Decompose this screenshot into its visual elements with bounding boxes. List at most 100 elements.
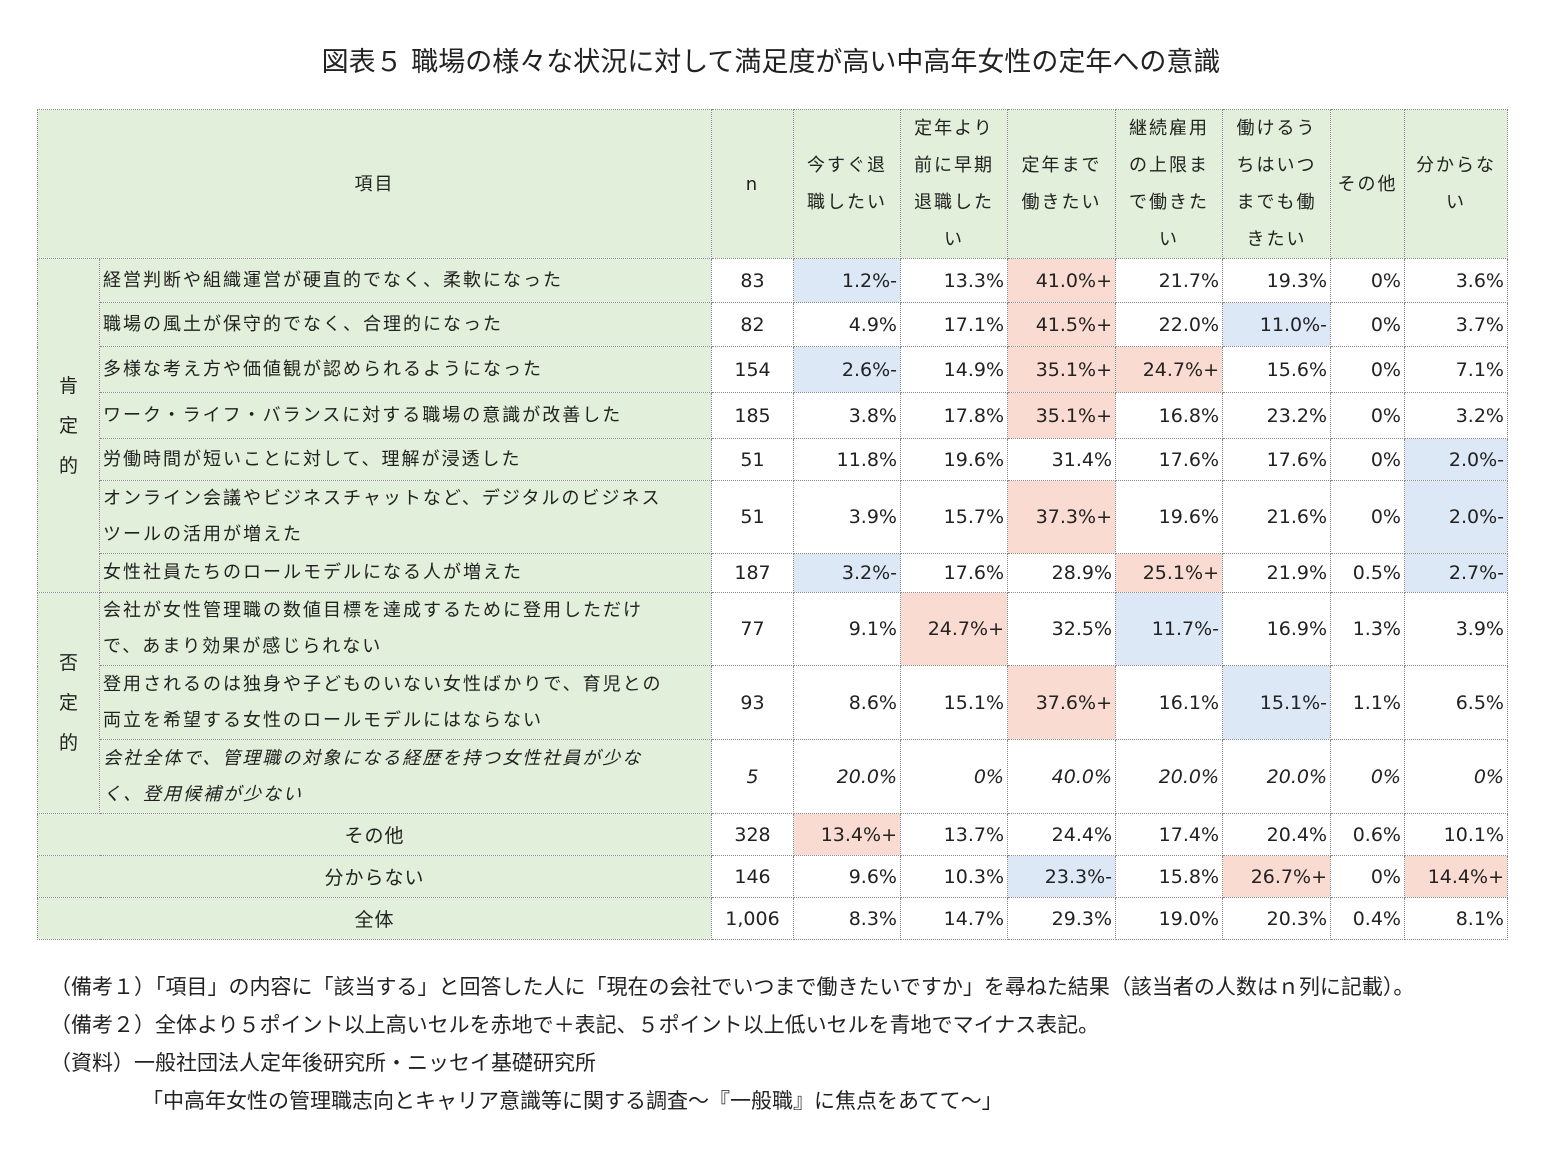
header-7: その他 <box>1330 109 1405 259</box>
cell-value: 6.5% <box>1404 665 1508 740</box>
cell-value: 3.2%- <box>793 553 901 593</box>
header-8: 分からない <box>1404 109 1508 259</box>
cell-value: 0.6% <box>1330 813 1405 856</box>
cell-n: 82 <box>711 302 794 347</box>
cell-value: 37.6%+ <box>1007 665 1116 740</box>
cell-value: 1.3% <box>1330 592 1405 666</box>
text-line: ツールの活用が増えた <box>103 524 303 545</box>
table-row: 多様な考え方や価値観が認められるようになった 154 2.6%- 14.9% 35.1%… <box>38 346 1508 393</box>
group-text: 肯定的 <box>59 374 79 477</box>
cell-value: 3.9% <box>793 480 901 554</box>
row-label: 女性社員たちのロールモデルになる人が増えた <box>99 553 712 593</box>
cell-value: 15.6% <box>1222 346 1331 393</box>
cell-n: 1,006 <box>711 897 794 940</box>
cell-value: 10.1% <box>1404 813 1508 856</box>
cell-value: 24.7%+ <box>900 592 1008 666</box>
cell-value: 0% <box>1330 739 1405 814</box>
cell-value: 13.3% <box>900 258 1008 303</box>
group-label: 肯定的 <box>37 258 100 593</box>
cell-value: 0% <box>1330 346 1405 393</box>
cell-value: 13.4%+ <box>793 813 901 856</box>
cell-value: 20.0% <box>1115 739 1223 814</box>
table-row: 登用されるのは独身や子どものいない女性ばかりで、育児との 両立を希望する女性のロー… <box>38 665 1508 740</box>
cell-n: 5 <box>711 739 794 814</box>
row-label: ワーク・ライフ・バランスに対する職場の意識が改善した <box>99 392 712 439</box>
note-2: （備考２）全体より５ポイント以上高いセルを赤地で＋表記、５ポイント以上低いセルを… <box>50 1013 1100 1037</box>
cell-value: 4.9% <box>793 302 901 347</box>
footnotes: （備考１）「項目」の内容に「該当する」と回答した人に「現在の会社でいつまで働きた… <box>50 968 1414 1120</box>
cell-value: 8.3% <box>793 897 901 940</box>
cell-value: 28.9% <box>1007 553 1116 593</box>
text-line: 登用されるのは独身や子どものいない女性ばかりで、育児との <box>103 673 663 695</box>
row-label: 全体 <box>37 897 712 940</box>
text-line: 会社が女性管理職の数値目標を達成するために登用しただけ <box>103 600 643 621</box>
header-6: 働けるう ちはいつ までも働 きたい <box>1222 109 1331 259</box>
table-row: 会社全体で、管理職の対象になる経歴を持つ女性社員が少な く、登用候補が少ない 5 20… <box>38 739 1508 814</box>
cell-value: 20.4% <box>1222 813 1331 856</box>
cell-value: 2.0%- <box>1404 438 1508 481</box>
cell-value: 21.7% <box>1115 258 1223 303</box>
cell-value: 2.0%- <box>1404 480 1508 554</box>
table-row: 否定的 会社が女性管理職の数値目標を達成するために登用しただけ で、あまり効果が感じ… <box>37 592 1508 814</box>
cell-value: 37.3%+ <box>1007 480 1116 554</box>
cell-value: 16.8% <box>1115 392 1223 439</box>
cell-value: 0% <box>1404 739 1508 814</box>
row-label: 労働時間が短いことに対して、理解が浸透した <box>99 438 712 481</box>
cell-value: 0% <box>1330 480 1405 554</box>
header-3: 定年より 前に早期 退職したい <box>900 109 1008 259</box>
page-title: 図表５ 職場の様々な状況に対して満足度が高い中高年女性の定年への意識 <box>321 47 1221 78</box>
header-2: 今すぐ退 職したい <box>793 109 901 259</box>
cell-value: 1.1% <box>1330 665 1405 740</box>
cell-value: 13.7% <box>900 813 1008 856</box>
text-line: 会社全体で、管理職の対象になる経歴を持つ女性社員が少な <box>103 747 643 769</box>
note-1: （備考１）「項目」の内容に「該当する」と回答した人に「現在の会社でいつまで働きた… <box>50 975 1415 999</box>
row-label: オンライン会議やビジネスチャットなど、デジタルのビジネス ツールの活用が増えた <box>99 480 712 554</box>
cell-value: 41.5%+ <box>1007 302 1116 347</box>
cell-value: 3.8% <box>793 392 901 439</box>
cell-value: 32.5% <box>1007 592 1116 666</box>
table-row: その他 328 13.4%+ 13.7% 24.4% 17.4% 20.4% 0.6% 10.1… <box>37 813 1508 856</box>
cell-value: 0% <box>900 739 1008 814</box>
cell-value: 16.1% <box>1115 665 1223 740</box>
table-row: 分からない 146 9.6% 10.3% 23.3%- 15.8% 26.7%+ 0% 14.4… <box>37 855 1508 898</box>
cell-value: 21.9% <box>1222 553 1331 593</box>
cell-value: 24.4% <box>1007 813 1116 856</box>
row-label: 職場の風土が保守的でなく、合理的になった <box>99 302 712 347</box>
cell-value: 24.7%+ <box>1115 346 1223 393</box>
cell-value: 17.6% <box>1222 438 1331 481</box>
cell-value: 2.6%- <box>793 346 901 393</box>
cell-value: 35.1%+ <box>1007 392 1116 439</box>
text-line: で、あまり効果が感じられない <box>103 636 383 657</box>
cell-value: 9.6% <box>793 855 901 898</box>
cell-value: 0% <box>1330 855 1405 898</box>
cell-value: 1.2%- <box>793 258 901 303</box>
cell-value: 19.3% <box>1222 258 1331 303</box>
row-label: 経営判断や組織運営が硬直的でなく、柔軟になった <box>99 258 712 303</box>
cell-value: 19.6% <box>1115 480 1223 554</box>
cell-value: 0.4% <box>1330 897 1405 940</box>
row-label: 登用されるのは独身や子どものいない女性ばかりで、育児との 両立を希望する女性のロー… <box>99 665 712 740</box>
cell-value: 2.7%- <box>1404 553 1508 593</box>
group-label: 否定的 <box>37 592 100 814</box>
header-5: 継続雇用 の上限ま で働きたい <box>1115 109 1223 259</box>
note-source: （資料）一般社団法人定年後研究所・ニッセイ基礎研究所 <box>50 1051 596 1075</box>
cell-n: 83 <box>711 258 794 303</box>
row-label: 分からない <box>37 855 712 898</box>
table-row: 女性社員たちのロールモデルになる人が増えた 187 3.2%- 17.6% 28.9% 2… <box>38 553 1508 593</box>
cell-value: 8.1% <box>1404 897 1508 940</box>
text-line: オンライン会議やビジネスチャットなど、デジタルのビジネス <box>103 488 662 509</box>
cell-value: 19.0% <box>1115 897 1223 940</box>
header-4: 定年まで 働きたい <box>1007 109 1116 259</box>
cell-value: 20.0% <box>793 739 901 814</box>
cell-value: 9.1% <box>793 592 901 666</box>
cell-n: 187 <box>711 553 794 593</box>
table-row: 肯定的 経営判断や組織運営が硬直的でなく、柔軟になった 83 1.2%- 13.3% 41… <box>37 258 1508 593</box>
cell-value: 21.6% <box>1222 480 1331 554</box>
cell-n: 328 <box>711 813 794 856</box>
cell-value: 22.0% <box>1115 302 1223 347</box>
cell-n: 51 <box>711 480 794 554</box>
cell-value: 41.0%+ <box>1007 258 1116 303</box>
cell-value: 10.3% <box>900 855 1008 898</box>
cell-value: 11.0%- <box>1222 302 1331 347</box>
table-row: 労働時間が短いことに対して、理解が浸透した 51 11.8% 19.6% 31.4% 17… <box>38 438 1508 481</box>
